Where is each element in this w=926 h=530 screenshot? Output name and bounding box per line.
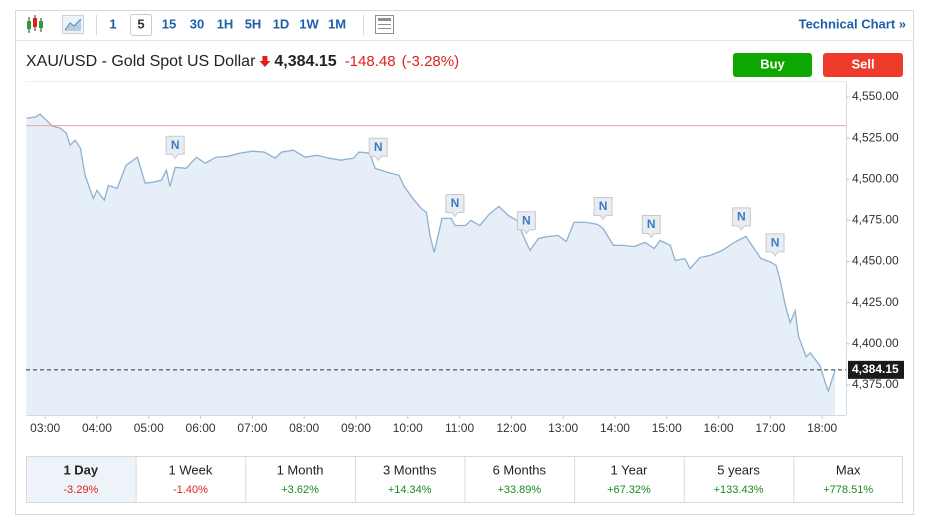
y-tick-label: 4,500.00	[852, 171, 899, 185]
news-marker-label[interactable]: N	[522, 213, 531, 227]
x-tick-label: 18:00	[807, 421, 837, 435]
x-tick-label: 08:00	[289, 421, 319, 435]
selected-period-bg	[27, 457, 136, 502]
sell-button-bg[interactable]	[823, 53, 903, 77]
news-marker-label[interactable]: N	[771, 235, 780, 249]
x-tick-label: 13:00	[548, 421, 578, 435]
x-tick-label: 09:00	[341, 421, 371, 435]
price-line	[26, 113, 836, 393]
y-tick-label: 4,475.00	[852, 213, 899, 227]
x-tick-label: 04:00	[82, 421, 112, 435]
timeframe-button[interactable]: 5	[137, 16, 144, 31]
x-tick-label: 11:00	[445, 421, 474, 435]
news-marker[interactable]	[731, 207, 751, 231]
period-label[interactable]: Max	[836, 462, 861, 477]
price-change: -148.48	[345, 53, 396, 70]
news-marker[interactable]	[765, 233, 785, 257]
instrument-name: XAU/USD - Gold Spot US Dollar	[26, 53, 256, 70]
timeframe-button[interactable]: 1M	[328, 16, 346, 31]
x-tick-label: 16:00	[704, 421, 734, 435]
period-label[interactable]: 1 Week	[169, 462, 213, 477]
timeframe-button[interactable]: 1W	[299, 16, 319, 31]
technical-chart-link[interactable]: Technical Chart »	[799, 16, 906, 31]
area-icon[interactable]	[62, 15, 84, 34]
news-marker[interactable]	[368, 137, 388, 162]
period-label[interactable]: 6 Months	[493, 462, 547, 477]
news-marker-label[interactable]: N	[647, 217, 656, 231]
sell-button[interactable]: Sell	[851, 56, 874, 71]
news-marker-label[interactable]: N	[599, 199, 608, 213]
down-arrow	[259, 56, 271, 67]
period-label[interactable]: 3 Months	[383, 462, 437, 477]
y-tick-label: 4,550.00	[852, 89, 899, 103]
period-change: +14.34%	[388, 484, 432, 496]
x-tick-label: 12:00	[496, 421, 526, 435]
timeframe-button[interactable]: 30	[190, 16, 204, 31]
x-tick-label: 05:00	[134, 421, 164, 435]
timeframe-button[interactable]: 5H	[245, 16, 262, 31]
news-marker-label[interactable]: N	[171, 138, 180, 152]
news-marker-label[interactable]: N	[737, 210, 746, 224]
y-tick-label: 4,425.00	[852, 295, 899, 309]
timeframe-button[interactable]: 1H	[217, 16, 234, 31]
period-change: -3.29%	[63, 484, 98, 496]
period-change: +133.43%	[714, 484, 764, 496]
news-marker-label[interactable]: N	[451, 196, 460, 210]
layout-icon[interactable]	[375, 15, 394, 34]
timeframe-button[interactable]: 15	[162, 16, 176, 31]
period-label[interactable]: 1 Day	[63, 462, 98, 477]
timeframe-button[interactable]: 1D	[273, 16, 290, 31]
area-fill	[26, 114, 836, 415]
buy-button-bg[interactable]	[733, 53, 812, 77]
x-tick-label: 10:00	[393, 421, 423, 435]
y-tick-label: 4,375.00	[852, 377, 899, 391]
period-change: +778.51%	[823, 484, 873, 496]
period-change: +33.89%	[497, 484, 541, 496]
period-label[interactable]: 1 Year	[611, 462, 649, 477]
last-price: 4,384.15	[274, 53, 336, 70]
period-change: +67.32%	[607, 484, 651, 496]
x-tick-label: 17:00	[755, 421, 785, 435]
news-marker[interactable]	[516, 211, 536, 235]
news-marker[interactable]	[641, 215, 661, 239]
x-tick-label: 14:00	[600, 421, 630, 435]
news-marker[interactable]	[165, 135, 185, 160]
period-change: +3.62%	[281, 484, 319, 496]
y-tick-label: 4,450.00	[852, 254, 899, 268]
period-label[interactable]: 5 years	[717, 462, 760, 477]
timeframe-button[interactable]: 1	[109, 16, 116, 31]
period-label[interactable]: 1 Month	[277, 462, 324, 477]
x-tick-label: 07:00	[237, 421, 267, 435]
x-tick-label: 15:00	[652, 421, 682, 435]
price-change-percent: (-3.28%)	[402, 53, 460, 70]
y-tick-label: 4,525.00	[852, 130, 899, 144]
y-tick-label: 4,400.00	[852, 336, 899, 350]
news-marker[interactable]	[445, 194, 465, 218]
x-tick-label: 06:00	[186, 421, 216, 435]
current-price-box	[848, 360, 904, 379]
selected-timeframe-box	[130, 14, 152, 36]
candlestick-icon[interactable]	[27, 15, 43, 33]
period-change: -1.40%	[173, 484, 208, 496]
news-marker[interactable]	[593, 196, 613, 221]
buy-button[interactable]: Buy	[760, 56, 785, 71]
x-tick-label: 03:00	[30, 421, 60, 435]
current-price-label: 4,384.15	[852, 362, 899, 376]
news-marker-label[interactable]: N	[374, 140, 383, 154]
